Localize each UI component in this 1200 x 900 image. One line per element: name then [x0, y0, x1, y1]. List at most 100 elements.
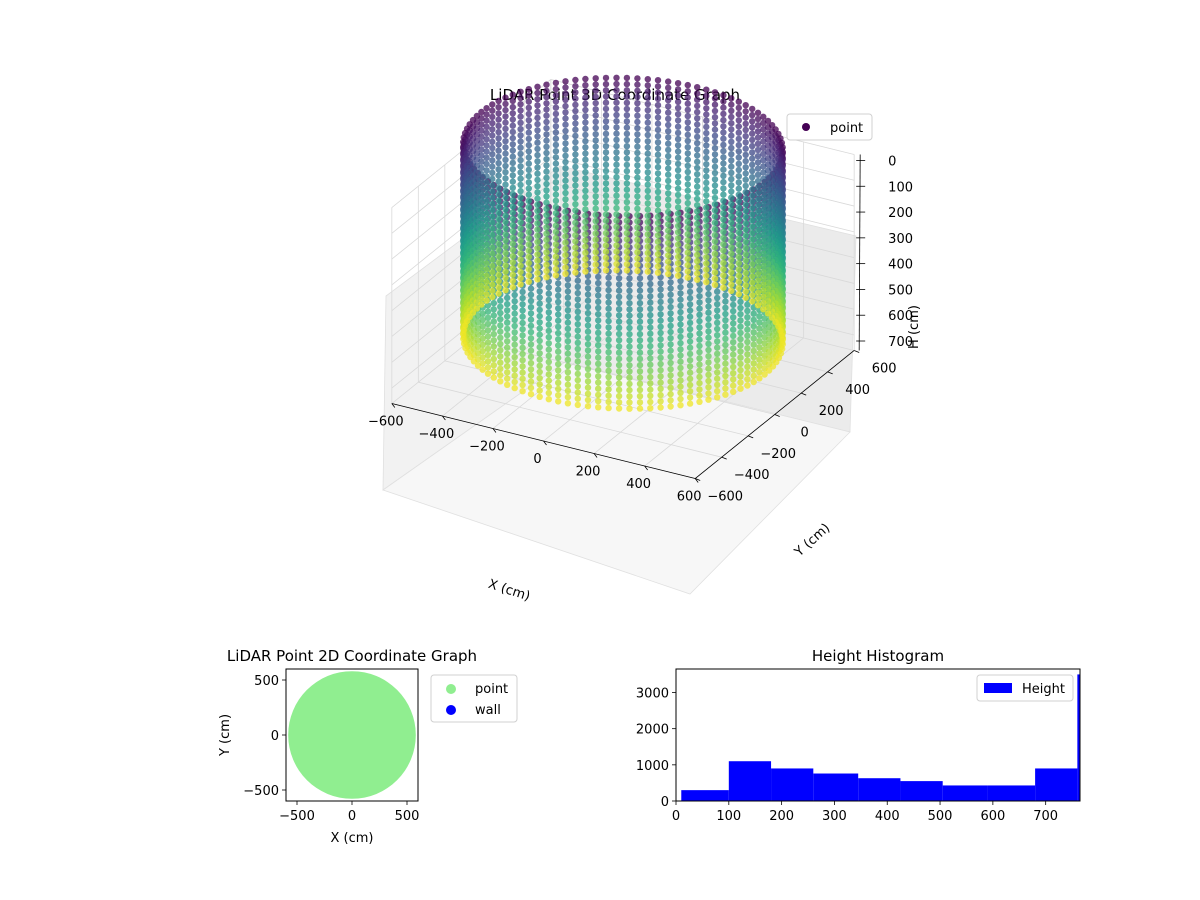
- point-marker: [478, 127, 485, 134]
- point-marker: [534, 114, 541, 122]
- point-marker: [711, 169, 719, 177]
- point-marker: [545, 340, 552, 347]
- point-marker: [484, 308, 492, 315]
- point-marker: [592, 118, 599, 126]
- point-marker: [686, 394, 694, 401]
- point-marker: [595, 348, 602, 355]
- point-marker: [623, 112, 631, 119]
- y-tick-label-2d: −500: [243, 784, 279, 799]
- point-marker: [647, 280, 654, 288]
- point-marker: [543, 193, 550, 200]
- point-marker: [574, 358, 581, 365]
- point-marker: [543, 118, 550, 126]
- point-marker: [564, 313, 572, 320]
- point-marker: [460, 335, 467, 343]
- point-marker: [602, 254, 610, 262]
- point-marker: [511, 347, 518, 355]
- point-marker: [654, 89, 662, 96]
- point-marker: [562, 152, 569, 159]
- x-tick-label-2d: 0: [348, 809, 356, 824]
- point-marker: [742, 207, 749, 214]
- point-marker: [667, 341, 674, 348]
- point-marker: [722, 385, 729, 392]
- point-marker: [654, 244, 662, 252]
- point-marker: [667, 335, 674, 342]
- point-marker: [605, 380, 612, 387]
- point-marker: [473, 305, 481, 312]
- point-marker: [519, 332, 526, 339]
- point-marker: [543, 131, 550, 138]
- point-marker: [584, 309, 592, 317]
- point-marker: [602, 155, 610, 162]
- point-marker: [564, 307, 572, 314]
- point-marker: [623, 229, 631, 237]
- point-marker: [686, 332, 694, 339]
- point-marker: [495, 178, 502, 185]
- point-marker: [703, 192, 710, 199]
- point-marker: [657, 286, 664, 293]
- point-marker: [613, 223, 620, 230]
- point-marker: [615, 287, 623, 294]
- histogram-bar: [813, 773, 859, 801]
- point-marker: [615, 275, 623, 282]
- point-marker: [562, 121, 569, 128]
- point-marker: [703, 142, 710, 149]
- point-marker: [674, 154, 682, 161]
- point-marker: [511, 316, 518, 323]
- point-marker: [502, 94, 509, 101]
- point-marker: [555, 286, 562, 293]
- legend-histogram-swatch: [984, 683, 1012, 693]
- point-marker: [605, 324, 612, 331]
- point-marker: [615, 399, 623, 406]
- point-marker: [562, 115, 569, 122]
- point-marker: [592, 87, 599, 94]
- point-marker: [636, 324, 644, 332]
- point-marker: [536, 325, 543, 332]
- point-marker: [517, 144, 524, 151]
- point-marker: [705, 340, 712, 347]
- point-marker: [720, 216, 727, 223]
- point-marker: [536, 294, 543, 301]
- point-marker: [728, 188, 735, 195]
- point-marker: [555, 311, 562, 318]
- point-marker: [543, 168, 550, 175]
- point-marker: [623, 174, 631, 181]
- point-marker: [602, 248, 610, 255]
- point-marker: [525, 135, 532, 143]
- point-marker: [511, 366, 518, 373]
- point-marker: [760, 150, 767, 158]
- point-marker: [654, 170, 662, 177]
- point-marker: [582, 119, 589, 126]
- point-marker: [749, 229, 756, 237]
- point-marker: [760, 256, 767, 263]
- point-marker: [484, 370, 492, 377]
- point-marker: [572, 238, 579, 245]
- point-marker: [527, 297, 535, 305]
- point-marker: [760, 275, 767, 282]
- point-marker: [615, 349, 623, 356]
- point-marker: [613, 124, 620, 131]
- point-marker: [584, 347, 592, 354]
- point-marker: [527, 390, 535, 398]
- point-marker: [665, 208, 672, 216]
- point-marker: [779, 341, 786, 348]
- point-marker: [711, 163, 719, 170]
- point-marker: [694, 102, 701, 110]
- point-marker: [686, 400, 694, 407]
- point-marker: [582, 168, 589, 176]
- point-marker: [705, 315, 712, 323]
- point-marker: [504, 344, 511, 351]
- point-marker: [749, 142, 756, 150]
- point-marker: [489, 188, 496, 195]
- point-marker: [730, 376, 737, 383]
- point-marker: [742, 139, 749, 146]
- point-marker: [760, 144, 767, 151]
- x-tick-label-3d: −600: [368, 415, 404, 430]
- point-marker: [517, 101, 524, 108]
- point-marker: [720, 154, 727, 161]
- point-marker: [705, 371, 712, 378]
- point-marker: [555, 392, 562, 399]
- point-marker: [595, 373, 602, 380]
- point-marker: [744, 326, 751, 333]
- point-marker: [474, 362, 482, 369]
